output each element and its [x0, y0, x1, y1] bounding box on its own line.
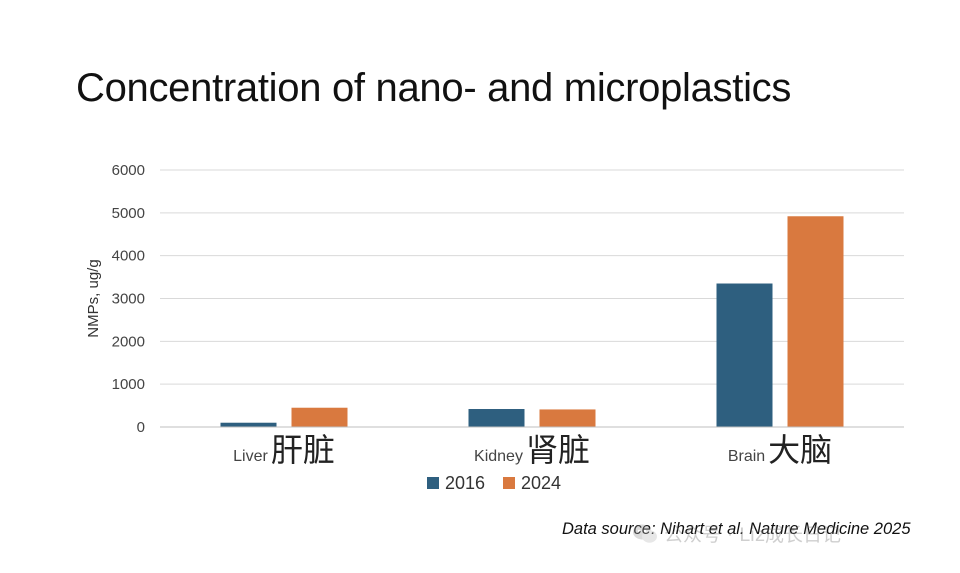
y-tick-label: 6000: [112, 162, 145, 179]
y-axis-title: NMPs, ug/g: [85, 259, 102, 337]
y-axis-ticks: 0 1000 2000 3000 4000 5000 6000: [112, 162, 145, 436]
legend-swatch-2016: [427, 477, 439, 489]
category-label-en: Liver: [233, 448, 268, 465]
x-tick-label: Kidney肾脏: [474, 431, 590, 469]
data-source-note: Data source: Nihart et al. Nature Medici…: [562, 520, 911, 538]
bar-2016-liver: [220, 422, 277, 427]
page-title: Concentration of nano- and microplastics: [76, 66, 792, 110]
bar-2024-brain: [787, 216, 844, 427]
category-labels: Liver肝脏 Kidney肾脏 Brain大脑: [233, 431, 832, 469]
gridlines: [160, 169, 904, 385]
y-tick-label: 5000: [112, 205, 145, 222]
y-tick-label: 3000: [112, 291, 145, 308]
category-label-zh: 肾脏: [526, 431, 590, 469]
y-tick-label: 1000: [112, 376, 145, 393]
y-tick-label: 0: [137, 419, 145, 436]
legend-label-2024: 2024: [521, 473, 561, 493]
legend: 2016 2024: [427, 473, 561, 493]
bars: [220, 216, 844, 427]
category-label-zh: 肝脏: [271, 431, 335, 469]
category-label-en: Kidney: [474, 448, 523, 465]
y-tick-label: 4000: [112, 248, 145, 265]
x-tick-label: Brain大脑: [728, 431, 832, 469]
legend-label-2016: 2016: [445, 473, 485, 493]
bar-2024-kidney: [539, 409, 596, 427]
bar-2016-brain: [716, 283, 773, 427]
x-tick-label: Liver肝脏: [233, 431, 335, 469]
bar-2016-kidney: [468, 409, 525, 427]
category-label-en: Brain: [728, 448, 765, 465]
category-label-zh: 大脑: [768, 431, 832, 469]
bar-2024-liver: [291, 407, 348, 427]
legend-swatch-2024: [503, 477, 515, 489]
y-tick-label: 2000: [112, 333, 145, 350]
